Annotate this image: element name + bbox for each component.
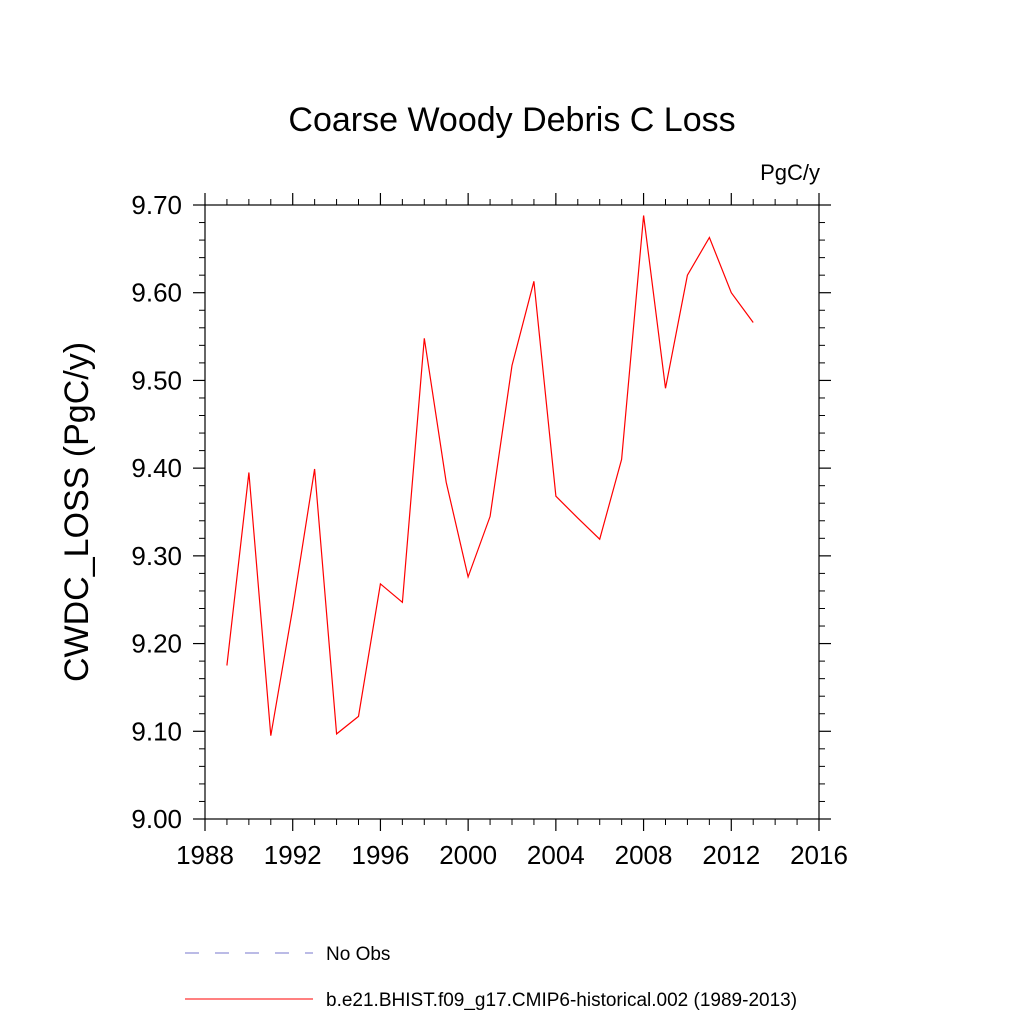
series-line <box>226 215 754 736</box>
axis-ticks: 1988 1992 1996 2000 2004 2008 2012 2016 9.00 9.10… <box>131 190 848 870</box>
plot-frame <box>204 204 820 820</box>
series-group <box>226 215 754 736</box>
chart-title: Coarse Woody Debris C Loss <box>288 101 735 139</box>
x-tick-label: 2016 <box>790 840 848 870</box>
legend: No Obs b.e21.BHIST.f09_g17.CMIP6-historic… <box>185 944 797 1011</box>
x-tick-label: 1988 <box>176 840 234 870</box>
x-tick-label: 1992 <box>264 840 322 870</box>
legend-label: No Obs <box>326 944 390 965</box>
y-tick-label: 9.60 <box>131 278 182 308</box>
legend-label: b.e21.BHIST.f09_g17.CMIP6-historical.002… <box>326 990 797 1011</box>
y-tick-label: 9.10 <box>131 716 182 746</box>
x-tick-label: 2012 <box>702 840 760 870</box>
units-label: PgC/y <box>760 160 820 185</box>
y-tick-label: 9.00 <box>131 804 182 834</box>
x-tick-label: 2004 <box>527 840 585 870</box>
y-tick-label: 9.20 <box>131 629 182 659</box>
y-tick-label: 9.40 <box>131 453 182 483</box>
y-tick-label: 9.30 <box>131 541 182 571</box>
x-tick-label: 2008 <box>615 840 673 870</box>
y-tick-label: 9.70 <box>131 190 182 220</box>
x-tick-label: 2000 <box>439 840 497 870</box>
x-tick-label: 1996 <box>352 840 410 870</box>
y-axis-label: CWDC_LOSS (PgC/y) <box>58 342 96 682</box>
y-tick-label: 9.50 <box>131 365 182 395</box>
